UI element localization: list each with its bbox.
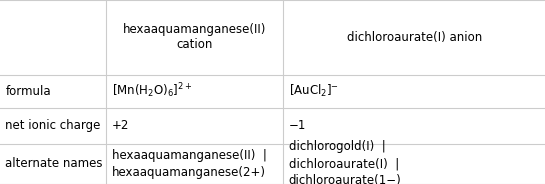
Text: −1: −1 (289, 119, 306, 132)
Text: dichloroaurate(I) anion: dichloroaurate(I) anion (347, 31, 482, 44)
Text: hexaaquamanganese(II)  |
hexaaquamanganese(2+): hexaaquamanganese(II) | hexaaquamanganes… (112, 149, 267, 179)
Text: $[\mathrm{Mn(H_2O)_6}]^{2+}$: $[\mathrm{Mn(H_2O)_6}]^{2+}$ (112, 82, 192, 100)
Text: formula: formula (5, 85, 51, 98)
Text: $[\mathrm{AuCl_2}]^{-}$: $[\mathrm{AuCl_2}]^{-}$ (289, 83, 339, 99)
Text: dichlorogold(I)  |
dichloroaurate(I)  |
dichloroaurate(1−): dichlorogold(I) | dichloroaurate(I) | di… (289, 140, 402, 184)
Text: hexaaquamanganese(II)
cation: hexaaquamanganese(II) cation (123, 23, 267, 51)
Text: +2: +2 (112, 119, 129, 132)
Text: net ionic charge: net ionic charge (5, 119, 101, 132)
Text: alternate names: alternate names (5, 157, 103, 170)
